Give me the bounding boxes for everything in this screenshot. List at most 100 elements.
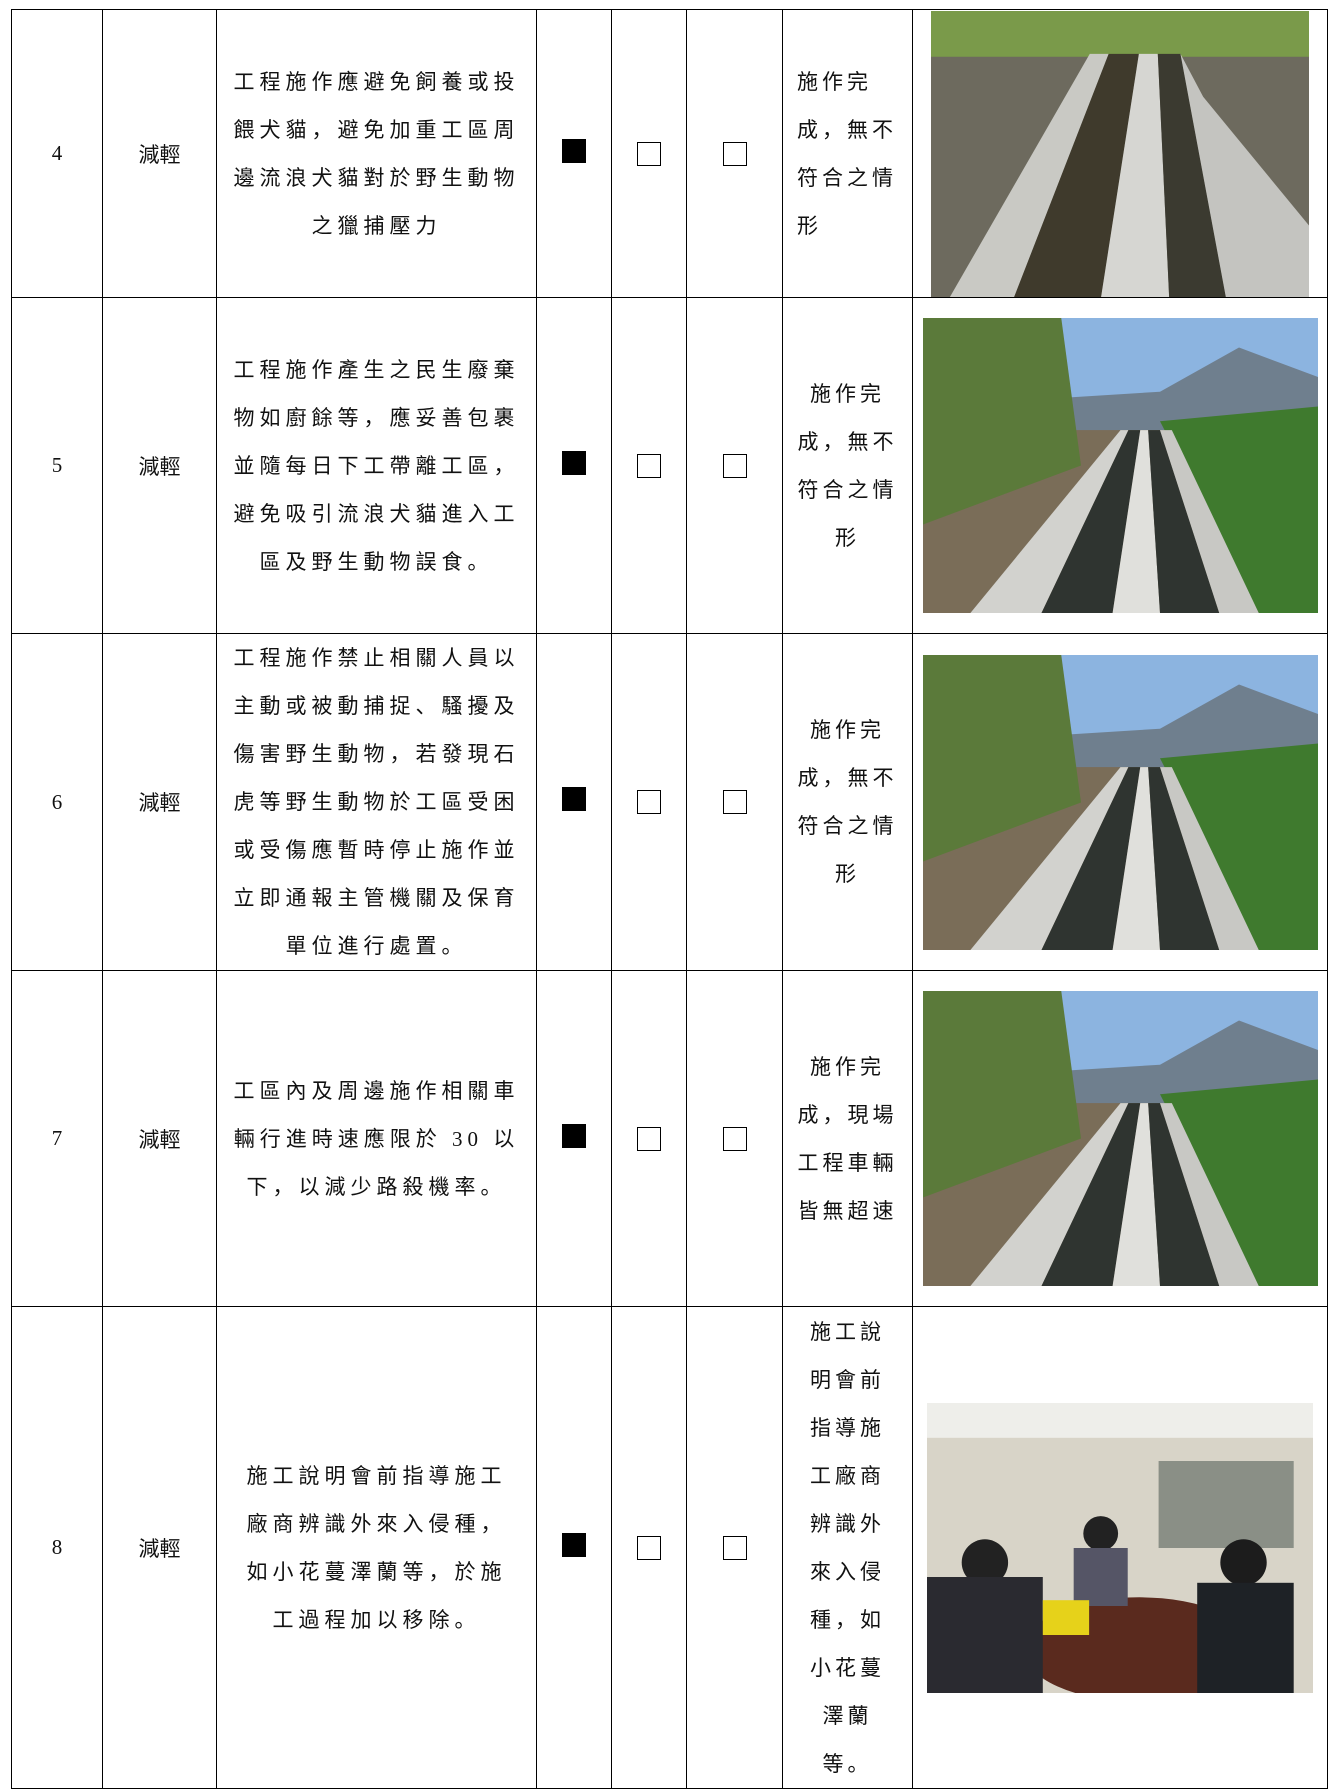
text-line: 成，現場 (797, 1102, 898, 1127)
checkbox-cell (611, 297, 687, 634)
checkbox (562, 450, 586, 475)
checkbox-cell (611, 633, 687, 971)
checkbox (722, 141, 747, 166)
photo-cell (912, 297, 1328, 634)
text-line: 邊流浪犬貓對於野生動物 (233, 165, 520, 190)
checkbox-cell (686, 970, 783, 1307)
table-row: 7 減輕 工區內及周邊施作相關車 輛行進時速應限於 30 以下，以減少路殺機率。 施作完… (11, 970, 1328, 1307)
description: 工程施作禁止相關人員以 主動或被動捕捉、騷擾及 傷害野生動物，若發現石 虎等野生動物於… (216, 633, 537, 971)
checkbox (562, 138, 586, 163)
checkbox-cell (686, 9, 783, 298)
text-line: 餵犬貓，避免加重工區周 (233, 117, 520, 142)
text-line: 下，以減少路殺機率。 (246, 1174, 507, 1199)
measure-type: 減輕 (102, 633, 217, 971)
text-line: 等。 (822, 1751, 873, 1776)
photo (922, 654, 1318, 950)
checkbox-cell (611, 970, 687, 1307)
checkbox (562, 787, 586, 811)
text-line: 主動或被動捕捉、騷擾及 (233, 694, 520, 718)
text-line: 成，無不 (797, 766, 898, 790)
text-line: 施工說明會前指導施工 (246, 1463, 507, 1488)
checkbox-cell (686, 297, 783, 634)
checkbox-cell (536, 1306, 612, 1789)
text-line: 虎等野生動物於工區受困 (233, 790, 520, 814)
text-line: 物如廚餘等，應妥善包裹 (233, 405, 520, 430)
text-line: 之獵捕壓力 (311, 213, 442, 238)
checkbox-cell (536, 9, 612, 298)
text-line: 符合之情 (797, 165, 897, 190)
photo-cell (912, 633, 1328, 971)
checkbox-cell (611, 1306, 687, 1789)
checkbox-cell (611, 9, 687, 298)
text-line: 形 (835, 525, 860, 550)
photo-cell (912, 1306, 1328, 1789)
table-body: 4 減輕 工程施作應避免飼養或投 餵犬貓，避免加重工區周 邊流浪犬貓對於野生動物 之獵捕壓… (11, 9, 1328, 1789)
checkbox-cell (686, 1306, 783, 1789)
checkbox (637, 790, 661, 814)
text-line: 成，無不 (797, 117, 897, 142)
photo (927, 1402, 1313, 1693)
checkbox (722, 1126, 747, 1151)
measure-type: 減輕 (102, 297, 217, 634)
result: 施作完 成，無不 符合之情形 (782, 633, 913, 971)
row-number: 6 (11, 633, 103, 971)
checkbox-cell (686, 633, 783, 971)
text-line: 小花蔓 (810, 1655, 885, 1680)
checklist-table: 4 減輕 工程施作應避免飼養或投 餵犬貓，避免加重工區周 邊流浪犬貓對於野生動物 之獵捕壓… (11, 9, 1328, 1789)
text-line: 立即通報主管機關及保育 (233, 886, 520, 910)
text-line: 指導施 (810, 1415, 885, 1440)
row-number: 7 (11, 970, 103, 1307)
text-line: 輛行進時速應限於 30 以 (233, 1126, 520, 1151)
text-line: 施作完 (797, 69, 872, 94)
description: 工程施作應避免飼養或投 餵犬貓，避免加重工區周 邊流浪犬貓對於野生動物 之獵捕壓力 (216, 9, 537, 298)
text-line: 澤蘭 (822, 1703, 873, 1728)
text-line: 符合之情 (797, 477, 898, 502)
description: 工區內及周邊施作相關車 輛行進時速應限於 30 以下，以減少路殺機率。 (216, 970, 537, 1307)
result: 施作完 成，現場 工程車輛 皆無超速 (782, 970, 913, 1307)
photo-cell (912, 970, 1328, 1307)
text-line: 工過程加以移除。 (272, 1607, 481, 1632)
checkbox (637, 141, 661, 166)
checkbox (722, 453, 747, 478)
row-number: 4 (11, 9, 103, 298)
result: 施工說明會前指導施工廠商辨識外來入侵種，如小花蔓澤蘭等。 (782, 1306, 913, 1789)
text-line: 施作完 (810, 381, 885, 406)
row-number: 5 (11, 297, 103, 634)
table-row: 8 減輕 施工說明會前指導施工 廠商辨識外來入侵種， 如小花蔓澤蘭等，於施 工過程加以移除… (11, 1306, 1328, 1789)
checkbox (637, 1126, 661, 1151)
text-line: 區及野生動物誤食。 (259, 549, 494, 574)
measure-type: 減輕 (102, 970, 217, 1307)
text-line: 廠商辨識外來入侵種， (246, 1511, 507, 1536)
text-line: 施作完 (810, 718, 885, 742)
checkbox (637, 453, 661, 478)
table-row: 5 減輕 工程施作產生之民生廢棄 物如廚餘等，應妥善包裹 並隨每日下工帶離工區， 避免吸引… (11, 297, 1328, 634)
text-line: 辨識外 (810, 1511, 885, 1536)
text-line: 工程施作應避免飼養或投 (233, 69, 520, 94)
checkbox (722, 1535, 747, 1560)
text-line: 明會前 (810, 1367, 885, 1392)
photo (922, 318, 1318, 613)
checkbox (722, 790, 747, 814)
text-line: 並隨每日下工帶離工區， (233, 453, 520, 478)
text-line: 傷害野生動物，若發現石 (233, 742, 520, 766)
measure-type: 減輕 (102, 9, 217, 298)
text-line: 種，如 (810, 1607, 885, 1632)
checkbox-cell (536, 970, 612, 1307)
text-line: 工廠商 (810, 1463, 885, 1488)
text-line: 如小花蔓澤蘭等，於施 (246, 1559, 507, 1584)
text-line: 工程施作產生之民生廢棄 (233, 357, 520, 382)
photo (922, 991, 1318, 1286)
checkbox-cell (536, 633, 612, 971)
text-line: 施工說 (810, 1319, 885, 1344)
text-line: 單位進行處置。 (285, 934, 468, 958)
text-line: 避免吸引流浪犬貓進入工 (233, 501, 520, 526)
text-line: 來入侵 (810, 1559, 885, 1584)
text-line: 工程車輛 (797, 1150, 898, 1175)
checkbox-cell (536, 297, 612, 634)
checkbox (562, 1123, 586, 1148)
table-row: 6 減輕 工程施作禁止相關人員以 主動或被動捕捉、騷擾及 傷害野生動物，若發現石 虎等野生… (11, 633, 1328, 971)
row-number: 8 (11, 1306, 103, 1789)
text-line: 工程施作禁止相關人員以 (233, 646, 520, 670)
description: 工程施作產生之民生廢棄 物如廚餘等，應妥善包裹 並隨每日下工帶離工區， 避免吸引流浪犬… (216, 297, 537, 634)
